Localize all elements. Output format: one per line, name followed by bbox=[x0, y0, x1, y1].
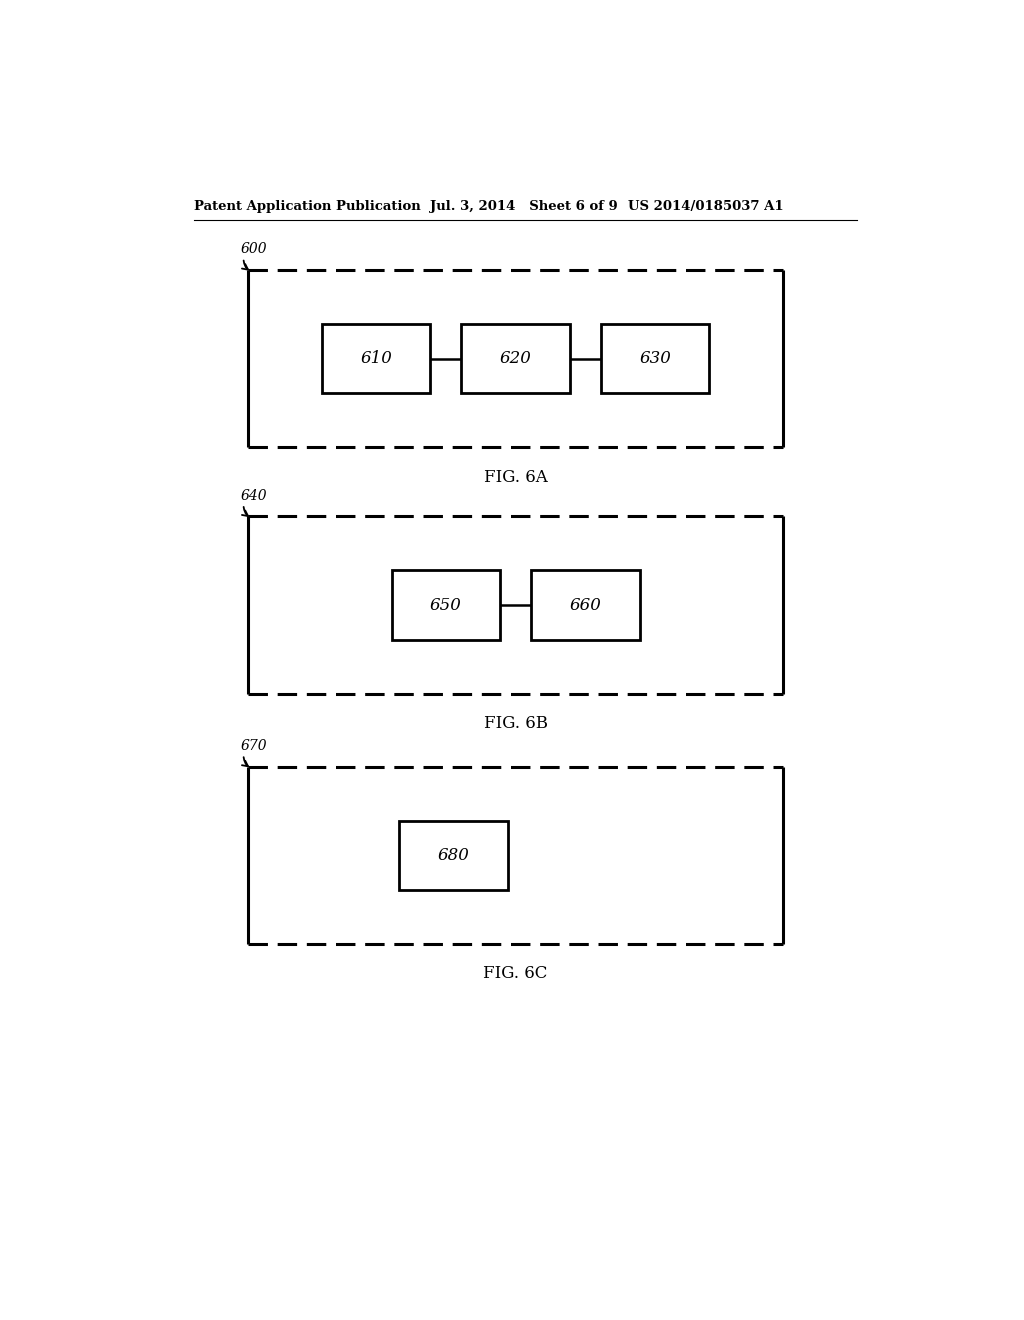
Text: US 2014/0185037 A1: US 2014/0185037 A1 bbox=[628, 199, 783, 213]
Bar bbox=[391, 570, 500, 640]
Text: 630: 630 bbox=[639, 350, 671, 367]
Text: 620: 620 bbox=[500, 350, 531, 367]
Text: Patent Application Publication: Patent Application Publication bbox=[194, 199, 421, 213]
Bar bbox=[322, 323, 430, 393]
Bar bbox=[531, 570, 640, 640]
Text: FIG. 6B: FIG. 6B bbox=[483, 715, 548, 733]
Bar bbox=[461, 323, 569, 393]
Text: 660: 660 bbox=[569, 597, 601, 614]
Text: 610: 610 bbox=[360, 350, 392, 367]
Text: 600: 600 bbox=[241, 242, 267, 256]
Text: 650: 650 bbox=[430, 597, 462, 614]
Text: FIG. 6C: FIG. 6C bbox=[483, 965, 548, 982]
Text: Jul. 3, 2014   Sheet 6 of 9: Jul. 3, 2014 Sheet 6 of 9 bbox=[430, 199, 618, 213]
Text: 670: 670 bbox=[241, 739, 267, 752]
Text: 680: 680 bbox=[437, 846, 469, 863]
Bar bbox=[601, 323, 710, 393]
Text: 640: 640 bbox=[241, 488, 267, 503]
Bar bbox=[399, 821, 508, 890]
Text: FIG. 6A: FIG. 6A bbox=[483, 469, 548, 486]
